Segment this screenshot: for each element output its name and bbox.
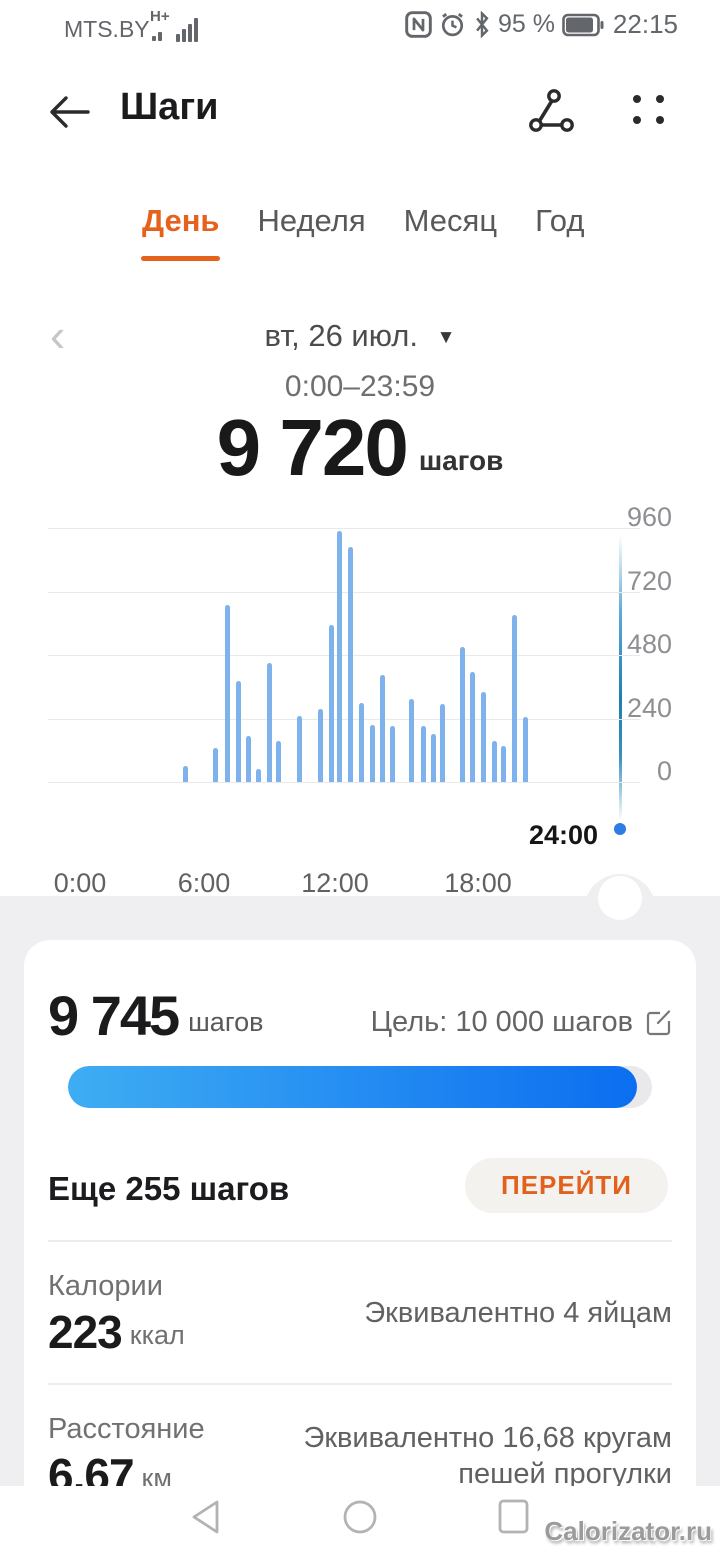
tab-week[interactable]: Неделя bbox=[257, 203, 366, 238]
chart-bar bbox=[430, 734, 436, 782]
page-title: Шаги bbox=[120, 86, 219, 128]
remaining-steps-label: Еще 255 шагов bbox=[48, 1170, 290, 1207]
back-button[interactable] bbox=[46, 92, 92, 132]
goal-progress-bar bbox=[68, 1066, 652, 1108]
chart-bar bbox=[491, 740, 497, 782]
go-button[interactable]: ПЕРЕЙТИ bbox=[465, 1158, 668, 1213]
battery-percent-label: 95 % bbox=[497, 10, 555, 38]
network-type-label: H+ bbox=[150, 8, 170, 25]
stat-equivalent: Эквивалентно 16,68 кругам пешей прогулки bbox=[303, 1421, 672, 1490]
x-axis-tick-label: 12:00 bbox=[301, 868, 369, 898]
more-options-icon[interactable] bbox=[624, 86, 672, 132]
chart-bar bbox=[460, 647, 466, 782]
chart-bar bbox=[409, 698, 415, 782]
goal-label: Цель: 10 000 шагов bbox=[370, 1006, 633, 1038]
tab-day[interactable]: День bbox=[142, 203, 220, 238]
y-axis-tick-label: 720 bbox=[626, 565, 672, 596]
stat-value: 223 bbox=[48, 1306, 123, 1358]
chart-bar bbox=[389, 726, 395, 782]
y-axis-tick-label: 480 bbox=[626, 629, 672, 659]
bluetooth-icon bbox=[476, 11, 489, 38]
date-selector[interactable]: вт, 26 июл. ▼ bbox=[0, 318, 720, 354]
stat-label: Расстояние bbox=[48, 1413, 205, 1445]
x-axis-tick-label: 18:00 bbox=[444, 868, 512, 898]
chart-bar bbox=[420, 726, 426, 782]
goal-progress-fill bbox=[68, 1066, 638, 1108]
tab-month[interactable]: Месяц bbox=[403, 203, 498, 238]
previous-day-chevron[interactable]: ‹ bbox=[50, 309, 66, 361]
clock-label: 22:15 bbox=[612, 9, 678, 39]
chart-bar bbox=[511, 615, 517, 782]
nav-recents-icon[interactable] bbox=[494, 1497, 534, 1537]
watermark: Calorizator.ru bbox=[544, 1516, 712, 1546]
chart-bar bbox=[246, 735, 252, 782]
y-axis-tick-label: 0 bbox=[656, 756, 672, 786]
stat-row-расстояние[interactable]: Расстояние 6,67 км Эквивалентно 16,68 круга… bbox=[48, 1383, 672, 1526]
chart-bar bbox=[224, 604, 230, 782]
nav-back-icon[interactable] bbox=[188, 1497, 228, 1537]
signal-strength-icon: H+ bbox=[150, 8, 210, 48]
stats-list: Калории 223 ккал Эквивалентно 4 яйцам Рассто… bbox=[48, 1240, 672, 1526]
chart-bar bbox=[318, 709, 324, 782]
chart-gridline bbox=[48, 655, 640, 656]
chart-bar bbox=[522, 717, 528, 782]
share-data-icon[interactable] bbox=[524, 80, 576, 132]
alarm-icon bbox=[441, 13, 464, 37]
stat-unit: ккал bbox=[129, 1320, 185, 1350]
period-tabs: День Неделя Месяц Год bbox=[142, 203, 584, 239]
stat-label: Калории bbox=[48, 1270, 163, 1302]
chart-bar bbox=[470, 672, 476, 782]
nav-home-icon[interactable] bbox=[340, 1497, 380, 1537]
daily-steps-value: 9 720 bbox=[216, 403, 409, 492]
daily-total: 9 720 шагов bbox=[0, 408, 720, 488]
chart-bar bbox=[348, 546, 354, 782]
chart-bar bbox=[266, 662, 272, 782]
chart-bar bbox=[255, 768, 261, 782]
chart-bar bbox=[440, 703, 446, 782]
chart-bar bbox=[235, 681, 241, 782]
x-axis-tick-label: 0:00 bbox=[53, 868, 107, 898]
chart-bar bbox=[380, 674, 386, 782]
chart-bar bbox=[369, 725, 375, 782]
card-steps-unit: шагов bbox=[188, 1007, 264, 1037]
y-axis-tick-label: 240 bbox=[626, 692, 672, 723]
chart-cursor-line[interactable] bbox=[619, 535, 622, 819]
daily-steps-unit: шагов bbox=[418, 445, 504, 476]
tab-year[interactable]: Год bbox=[535, 203, 585, 238]
date-label: вт, 26 июл. bbox=[264, 318, 419, 353]
chart-gridline bbox=[48, 782, 640, 783]
chart-bar bbox=[276, 740, 282, 782]
y-axis-tick-label: 960 bbox=[626, 502, 672, 532]
stat-row-калории[interactable]: Калории 223 ккал Эквивалентно 4 яйцам bbox=[48, 1240, 672, 1383]
chart-bar bbox=[212, 747, 218, 782]
chart-bar bbox=[358, 702, 364, 782]
chart-bar bbox=[501, 746, 507, 782]
chart-gridline bbox=[48, 718, 640, 720]
chart-gridline bbox=[48, 528, 640, 529]
android-nav-bar bbox=[0, 1486, 720, 1560]
active-tab-underline bbox=[141, 256, 220, 261]
battery-icon bbox=[562, 13, 604, 36]
chart-bar bbox=[183, 766, 189, 782]
chart-cursor-dot[interactable] bbox=[614, 823, 626, 835]
steps-chart[interactable]: 24:00 0 240 480 720 960 0:00 6:00 12:00 18:00 bbox=[0, 500, 720, 898]
chart-gridline bbox=[48, 591, 640, 593]
chart-bar bbox=[480, 692, 486, 782]
goal-card: 9 745 шагов Цель: 10 000 шагов Еще 255 ш… bbox=[24, 940, 696, 1560]
time-range-label: 0:00–23:59 bbox=[284, 370, 436, 403]
chart-bar bbox=[328, 624, 334, 782]
edit-goal-icon[interactable] bbox=[645, 1009, 672, 1036]
chart-cursor-label: 24:00 bbox=[528, 820, 598, 850]
carrier-label: MTS.BY bbox=[64, 16, 150, 42]
stat-equivalent: Эквивалентно 4 яйцам bbox=[364, 1296, 672, 1329]
x-axis-tick-label: 6:00 bbox=[177, 868, 231, 898]
card-steps-value: 9 745 bbox=[48, 984, 180, 1047]
chart-bar bbox=[337, 530, 343, 782]
nfc-icon bbox=[405, 11, 432, 38]
chart-bar bbox=[296, 715, 302, 782]
goal-edit-row[interactable]: Цель: 10 000 шагов bbox=[371, 1006, 672, 1039]
date-dropdown-caret: ▼ bbox=[436, 327, 456, 348]
drag-handle[interactable] bbox=[598, 876, 642, 920]
